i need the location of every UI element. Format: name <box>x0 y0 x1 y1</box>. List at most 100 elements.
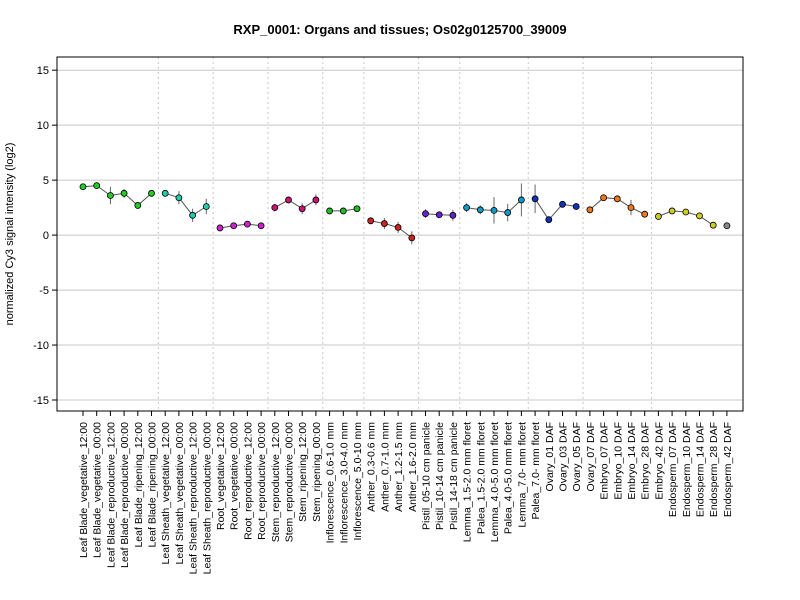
y-axis-label: normalized Cy3 signal intensity (log2) <box>4 143 16 326</box>
data-point <box>285 196 292 204</box>
x-tick-label: Stem_ripening_00:00 <box>311 422 323 522</box>
series-line <box>219 223 262 229</box>
x-axis: Leaf Blade_vegetative_12:00 Leaf Blade_ve… <box>78 411 734 574</box>
series-line <box>370 220 413 239</box>
x-tick-label: Leaf Sheath_vegetative_12:00 <box>160 422 172 565</box>
x-tick-label: Inflorescence_3.0-4.0 mm <box>338 422 350 544</box>
x-tick-label: Pistil_10-14 cm panicle <box>434 422 446 530</box>
data-point <box>257 222 265 230</box>
data-point <box>422 210 429 218</box>
y-tick-label: 15 <box>37 65 49 77</box>
y-tick-label: 10 <box>37 120 49 132</box>
data-point <box>134 202 142 209</box>
data-point <box>476 206 484 214</box>
data-point <box>175 194 183 202</box>
data-point <box>490 206 498 214</box>
x-tick-label: Leaf Blade_reproductive_12:00 <box>105 422 117 568</box>
x-tick-label: Endosperm_14 DAF <box>695 422 707 517</box>
data-point <box>600 194 607 202</box>
x-tick-label: Root_reproductive_12:00 <box>242 422 254 540</box>
data-point <box>449 211 457 219</box>
data-point <box>408 234 416 242</box>
plot-frame <box>56 56 744 412</box>
x-tick-label: Ovary_01 DAF <box>544 422 556 491</box>
data-point <box>394 224 402 231</box>
x-tick-label: Root_vegetative_12:00 <box>215 422 227 530</box>
data-point <box>326 207 334 215</box>
x-tick-label: Palea_1.5-2.0 mm floret <box>475 422 487 534</box>
x-tick-label: Embryo_14 DAF <box>626 422 638 500</box>
x-tick-label: Leaf Blade_vegetative_00:00 <box>92 422 104 558</box>
y-axis: -15 -10 -5 0 5 10 15 <box>33 65 57 407</box>
x-tick-label: Leaf Sheath_vegetative_00:00 <box>174 422 186 565</box>
x-tick-label: Endosperm_28 DAF <box>708 422 720 517</box>
data-point <box>161 189 169 197</box>
y-tick-label: -15 <box>33 395 49 407</box>
x-tick-label: Pistil_14-18 cm panicle <box>448 422 460 530</box>
x-tick-label: Endosperm_42 DAF <box>722 422 734 517</box>
data-point <box>312 196 320 204</box>
data-point <box>243 220 251 228</box>
data-point <box>230 222 238 230</box>
x-tick-label: Stem_ripening_12:00 <box>297 422 309 522</box>
chart-title: RXP_0001: Organs and tissues; Os02g01257… <box>233 22 566 37</box>
series-line <box>534 198 577 221</box>
data-point <box>641 210 649 218</box>
x-tick-label: Leaf Sheath_reproductive_12:00 <box>188 422 200 575</box>
data-point <box>586 206 594 214</box>
data-point <box>709 221 717 229</box>
x-tick-label: Leaf Blade_reproductive_00:00 <box>119 422 131 568</box>
data-point <box>353 205 361 213</box>
x-tick-label: Palea_4.0-5.0 mm floret <box>503 422 515 534</box>
x-tick-label: Anther_1.2-1.5 mm <box>393 422 405 512</box>
x-tick-label: Stem_reproductive_00:00 <box>284 422 296 542</box>
x-tick-label: Leaf Blade_ripening_12:00 <box>133 422 145 548</box>
x-tick-label: Lemma_1.5-2.0 mm floret <box>462 422 474 542</box>
data-point <box>655 213 662 220</box>
x-tick-label: Root_reproductive_00:00 <box>256 422 268 540</box>
x-tick-label: Inflorescence_5.0-10 mm <box>352 422 364 541</box>
data-point <box>545 216 553 224</box>
data-series <box>79 182 731 245</box>
x-tick-label: Inflorescence_0.6-1.0 mm <box>325 422 337 544</box>
x-tick-label: Embryo_07 DAF <box>599 422 611 500</box>
x-tick-label: Leaf Sheath_reproductive_00:00 <box>201 422 213 575</box>
data-point <box>518 196 525 204</box>
x-tick-label: Root_vegetative_00:00 <box>229 422 241 530</box>
data-point <box>627 204 635 212</box>
data-point <box>435 211 443 219</box>
data-point <box>380 220 388 227</box>
x-tick-label: Ovary_07 DAF <box>585 422 597 491</box>
x-tick-label: Anther_0.3-0.6 mm <box>366 422 378 512</box>
data-point <box>559 200 566 208</box>
data-point <box>723 222 731 230</box>
data-point <box>572 203 580 210</box>
x-tick-label: Leaf Blade_ripening_00:00 <box>147 422 159 548</box>
data-point <box>93 182 101 190</box>
data-point <box>696 212 703 220</box>
x-tick-label: Embryo_10 DAF <box>612 422 624 500</box>
series-line <box>274 199 317 210</box>
series-line <box>82 185 152 207</box>
y-tick-label: -10 <box>33 340 49 352</box>
data-point <box>531 195 539 203</box>
data-point <box>668 207 676 215</box>
x-tick-label: Pistil_05-10 cm panicle <box>421 422 433 530</box>
grid-lines <box>57 57 743 411</box>
y-tick-label: -5 <box>39 285 49 297</box>
x-tick-label: Anther_1.6-2.0 mm <box>407 422 419 512</box>
x-tick-label: Embryo_28 DAF <box>640 422 652 500</box>
x-tick-label: Stem_reproductive_12:00 <box>270 422 282 542</box>
data-point <box>79 183 87 191</box>
data-point <box>202 203 210 210</box>
x-tick-label: Ovary_03 DAF <box>558 422 570 491</box>
x-tick-label: Embryo_42 DAF <box>653 422 665 500</box>
data-point <box>463 204 471 212</box>
x-tick-label: Endosperm_07 DAF <box>667 422 679 517</box>
data-point <box>339 207 347 215</box>
y-tick-label: 0 <box>43 230 49 242</box>
data-point <box>216 224 224 232</box>
data-point <box>189 211 197 219</box>
x-tick-label: Lemma_7.0- mm floret <box>516 422 528 528</box>
